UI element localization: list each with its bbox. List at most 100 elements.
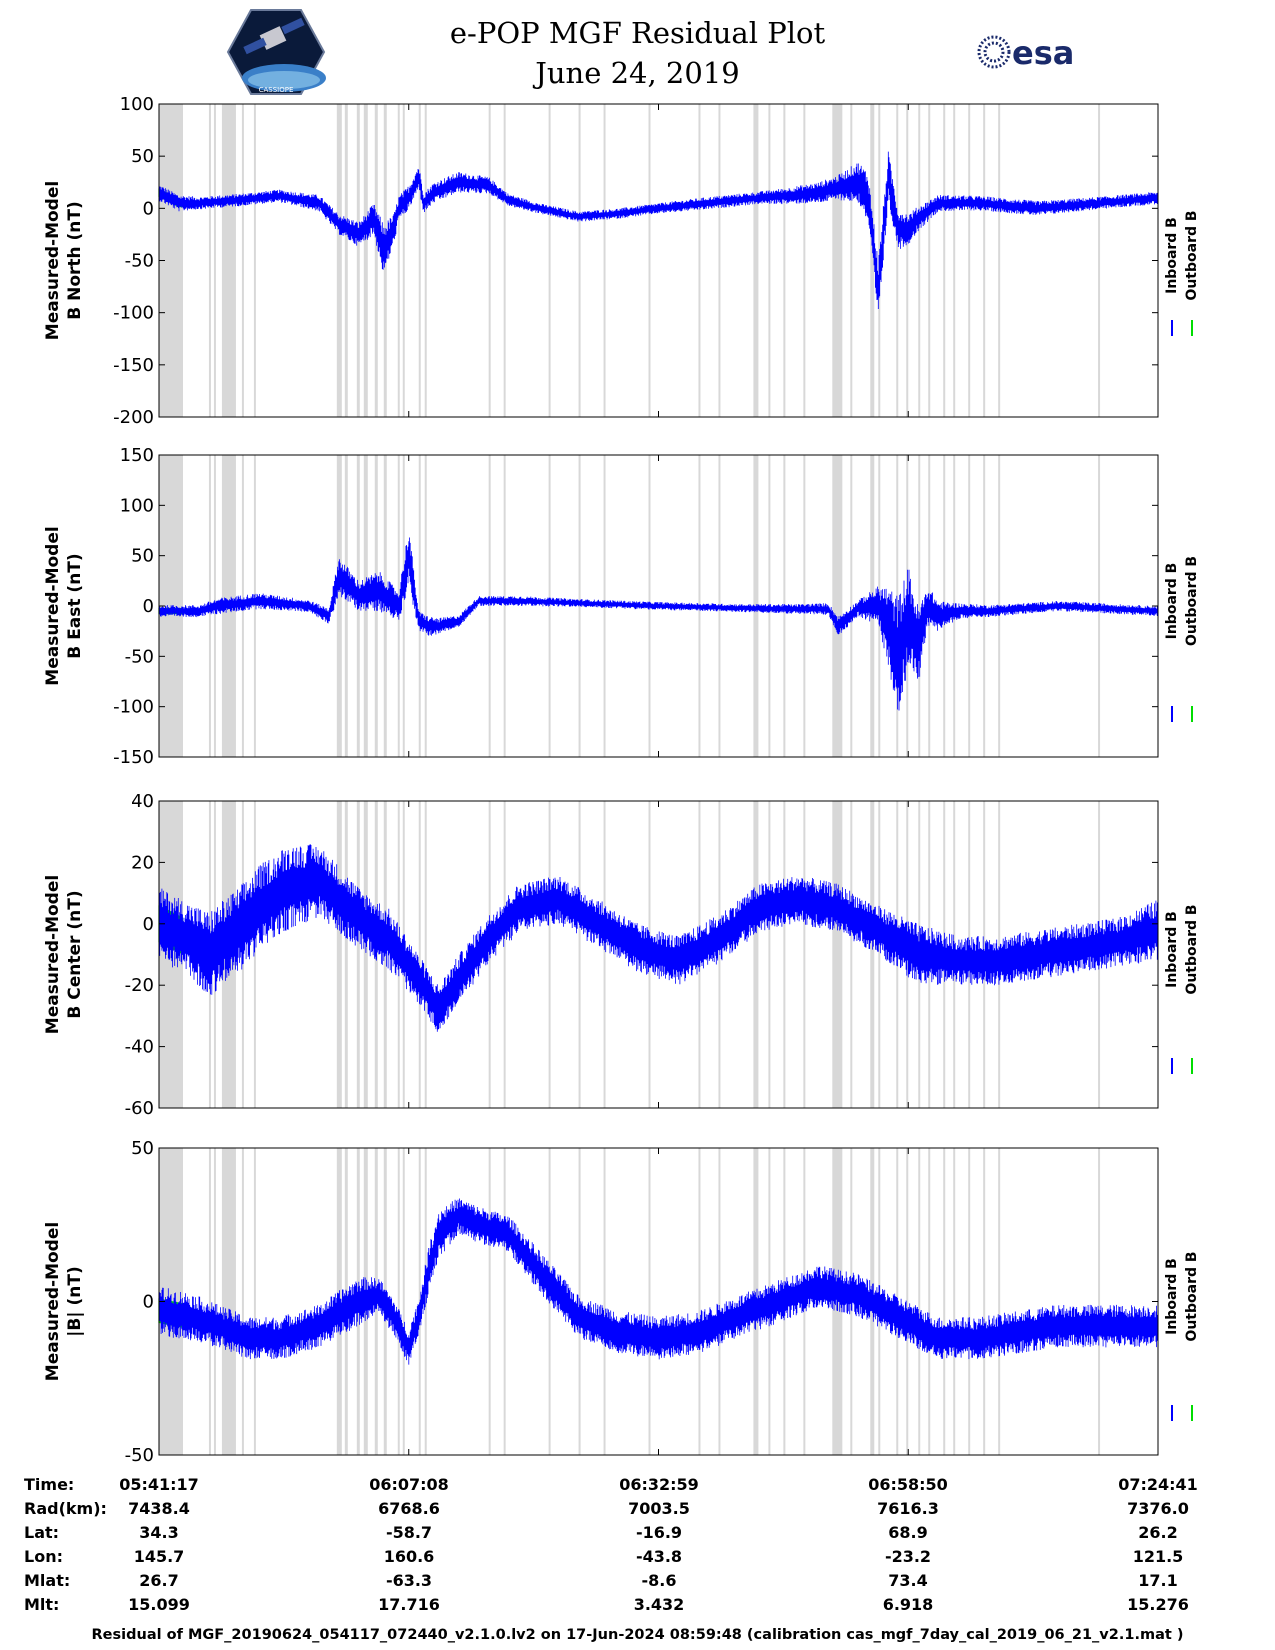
orbit-row-value: 06:58:50 <box>868 1475 948 1494</box>
y-axis-label: |B| (nT) <box>65 1266 85 1337</box>
data-gap-band <box>418 801 421 1108</box>
data-gap-band <box>953 1148 956 1455</box>
orbit-row-value: 26.2 <box>1138 1523 1177 1542</box>
data-gap-band <box>503 801 506 1108</box>
orbit-row-value: -23.2 <box>885 1547 931 1566</box>
orbit-row-value: 6.918 <box>883 1595 934 1614</box>
data-gap-band <box>336 455 342 757</box>
data-gap-band <box>918 455 921 757</box>
data-gap-band <box>424 104 427 417</box>
data-gap-band <box>418 104 421 417</box>
esa-logo-text: esa <box>1012 34 1074 72</box>
data-gap-band <box>850 801 853 1108</box>
orbit-row-value: 160.6 <box>384 1547 435 1566</box>
orbit-row-value: 17.716 <box>378 1595 440 1614</box>
data-gap-band <box>953 104 956 417</box>
data-gap-band <box>870 104 875 417</box>
data-gap-band <box>698 1148 701 1455</box>
orbit-row-label: Lon: <box>24 1547 63 1566</box>
data-gap-band <box>241 1148 244 1455</box>
data-gap-band <box>397 1148 400 1455</box>
orbit-row-value: 121.5 <box>1133 1547 1184 1566</box>
data-gap-band <box>832 104 843 417</box>
data-gap-band <box>968 1148 971 1455</box>
inboard-b-series <box>158 844 1159 1032</box>
orbit-row-value: -43.8 <box>636 1547 682 1566</box>
axes-box <box>158 103 1159 418</box>
y-tick-label: -100 <box>113 303 154 324</box>
data-gap-band <box>783 104 786 417</box>
data-gap-band <box>221 1148 236 1455</box>
data-gap-band <box>488 455 491 757</box>
y-axis-label: Measured-Model <box>43 1222 63 1381</box>
data-gap-band <box>424 1148 427 1455</box>
orbit-row-value: 6768.6 <box>378 1499 440 1518</box>
y-axis-label: Measured-Model <box>43 526 63 685</box>
legend-label: Outboard B <box>1184 210 1200 300</box>
inboard-b-series <box>158 151 1159 309</box>
y-tick-label: -200 <box>113 407 154 428</box>
data-gap-band <box>344 801 348 1108</box>
data-gap-band <box>603 801 606 1108</box>
data-gap-band <box>402 1148 405 1455</box>
data-gap-band <box>648 1148 651 1455</box>
data-gap-band <box>878 801 881 1108</box>
data-gap-band <box>870 801 875 1108</box>
data-gap-band <box>356 104 360 417</box>
data-gap-band <box>548 104 551 417</box>
data-gap-band <box>768 801 771 1108</box>
data-gap-band <box>503 455 506 757</box>
y-tick-label: -150 <box>113 355 154 376</box>
orbit-row-value: -58.7 <box>386 1523 432 1542</box>
orbit-row-label: Time: <box>24 1475 74 1494</box>
cassiope-logo-text: CASSIOPE <box>259 86 294 94</box>
orbit-row-value: 15.276 <box>1127 1595 1189 1614</box>
plot-date: June 24, 2019 <box>535 56 740 90</box>
orbit-row-value: 34.3 <box>139 1523 178 1542</box>
plot-title: e-POP MGF Residual Plot <box>449 16 826 50</box>
legend-label: Outboard B <box>1184 556 1200 646</box>
legend-label: Inboard B <box>1164 911 1180 988</box>
y-tick-label: 50 <box>131 146 154 167</box>
y-tick-label: 50 <box>131 546 154 567</box>
data-gap-band <box>159 104 183 417</box>
y-tick-label: 50 <box>131 1138 154 1159</box>
orbit-row-value: -63.3 <box>386 1571 432 1590</box>
orbit-row-value: 145.7 <box>134 1547 185 1566</box>
data-gap-band <box>253 455 256 757</box>
data-gap-band <box>578 104 581 417</box>
y-tick-label: -60 <box>125 1098 154 1119</box>
data-gap-band <box>578 455 581 757</box>
data-gap-band <box>648 104 651 417</box>
orbit-row-value: 17.1 <box>1138 1571 1177 1590</box>
data-gap-band <box>718 104 721 417</box>
y-tick-label: -20 <box>125 975 154 996</box>
data-gap-band <box>363 801 368 1108</box>
orbit-row-value: 06:07:08 <box>369 1475 449 1494</box>
y-tick-label: 100 <box>120 495 154 516</box>
data-gap-band <box>241 104 244 417</box>
y-axis-label: B East (nT) <box>65 553 85 658</box>
data-gap-band <box>753 801 759 1108</box>
data-gap-band <box>928 1148 931 1455</box>
data-gap-band <box>918 104 921 417</box>
data-gap-band <box>363 104 368 417</box>
inboard-b-series <box>158 1198 1159 1365</box>
y-axis-label: Measured-Model <box>43 181 63 340</box>
data-gap-band <box>488 104 491 417</box>
legend-label: Outboard B <box>1184 904 1200 994</box>
data-gap-band <box>488 1148 491 1455</box>
data-gap-band <box>753 104 759 417</box>
panel-3: 40 20 0 -20 -40 -60 Measured-Model B Center (nT… <box>43 791 1200 1119</box>
y-tick-label: -50 <box>125 251 154 272</box>
orbit-row-value: 26.7 <box>139 1571 178 1590</box>
data-gap-band <box>718 801 721 1108</box>
data-gap-band <box>344 455 348 757</box>
data-gap-band <box>208 1148 211 1455</box>
data-gap-band <box>402 455 405 757</box>
y-tick-label: 0 <box>143 596 154 617</box>
data-gap-band <box>832 801 843 1108</box>
data-gap-band <box>1098 104 1101 417</box>
data-gap-band <box>918 1148 921 1455</box>
